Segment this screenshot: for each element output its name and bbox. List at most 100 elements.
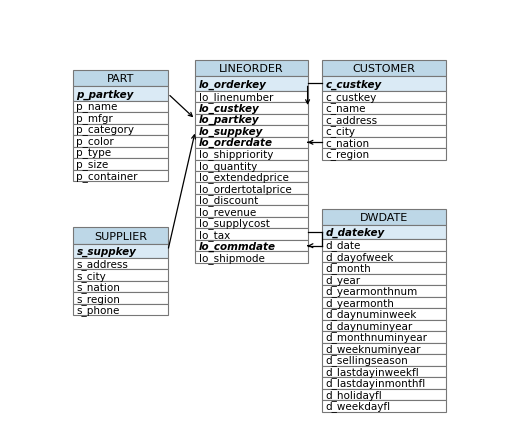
Bar — [322, 297, 446, 308]
Text: lo_supplycost: lo_supplycost — [199, 218, 269, 229]
Text: s_nation: s_nation — [77, 282, 120, 293]
Text: lo_orderkey: lo_orderkey — [199, 79, 266, 89]
Text: lo_tax: lo_tax — [199, 229, 230, 240]
Bar — [196, 218, 307, 229]
Text: lo_commdate: lo_commdate — [199, 241, 275, 251]
Bar — [196, 240, 307, 252]
Bar — [322, 226, 446, 240]
Text: d_holidayfl: d_holidayfl — [325, 389, 382, 400]
Bar — [73, 147, 168, 159]
Text: d_dayofweek: d_dayofweek — [325, 251, 394, 262]
Bar — [73, 270, 168, 281]
Bar — [322, 332, 446, 343]
Bar — [196, 229, 307, 240]
Bar — [73, 170, 168, 182]
Bar — [73, 124, 168, 136]
Text: DWDATE: DWDATE — [360, 212, 408, 223]
Bar — [322, 343, 446, 354]
Bar — [322, 378, 446, 389]
Text: c_region: c_region — [325, 149, 369, 160]
Text: s_phone: s_phone — [77, 304, 120, 315]
Text: lo_shipmode: lo_shipmode — [199, 252, 265, 263]
Bar — [322, 240, 446, 251]
Text: c_custkey: c_custkey — [325, 79, 382, 89]
Text: d_sellingseason: d_sellingseason — [325, 355, 408, 366]
Text: c_address: c_address — [325, 115, 377, 125]
Bar — [196, 206, 307, 218]
Bar — [322, 126, 446, 137]
Text: p_name: p_name — [77, 102, 118, 112]
Text: d_weekdayfl: d_weekdayfl — [325, 401, 391, 411]
Text: LINEORDER: LINEORDER — [219, 64, 284, 74]
Bar — [196, 126, 307, 137]
Text: lo_extendedprice: lo_extendedprice — [199, 172, 289, 183]
Text: CUSTOMER: CUSTOMER — [353, 64, 416, 74]
Text: d_year: d_year — [325, 275, 361, 285]
Bar — [322, 366, 446, 378]
Bar — [196, 183, 307, 194]
Bar — [322, 389, 446, 400]
Bar — [196, 252, 307, 263]
Bar — [73, 244, 168, 258]
Text: lo_discount: lo_discount — [199, 195, 258, 206]
Bar — [322, 320, 446, 332]
Text: lo_revenue: lo_revenue — [199, 206, 256, 217]
Text: lo_quantity: lo_quantity — [199, 160, 257, 171]
Bar — [73, 258, 168, 270]
Bar — [196, 194, 307, 206]
Text: lo_partkey: lo_partkey — [199, 115, 259, 125]
Text: s_region: s_region — [77, 293, 120, 304]
Bar — [196, 172, 307, 183]
Text: d_month: d_month — [325, 263, 371, 274]
Bar — [322, 274, 446, 286]
Text: PART: PART — [107, 74, 134, 84]
Bar — [73, 136, 168, 147]
Text: p_category: p_category — [77, 125, 135, 135]
Bar — [73, 228, 168, 244]
Bar — [322, 61, 446, 77]
Text: p_mfgr: p_mfgr — [77, 113, 113, 124]
Text: d_weeknuminyear: d_weeknuminyear — [325, 343, 421, 354]
Text: d_yearmonthnum: d_yearmonthnum — [325, 286, 418, 297]
Bar — [322, 286, 446, 297]
Bar — [322, 251, 446, 263]
Bar — [73, 71, 168, 87]
Text: p_type: p_type — [77, 148, 112, 158]
Text: p_partkey: p_partkey — [77, 89, 134, 99]
Text: p_container: p_container — [77, 170, 138, 181]
Bar — [322, 114, 446, 126]
Text: c_nation: c_nation — [325, 138, 369, 148]
Bar — [322, 209, 446, 226]
Bar — [322, 400, 446, 412]
Text: p_size: p_size — [77, 159, 109, 170]
Bar — [322, 308, 446, 320]
Text: d_monthnuminyear: d_monthnuminyear — [325, 332, 427, 343]
Text: lo_custkey: lo_custkey — [199, 103, 259, 114]
Bar — [73, 293, 168, 304]
Bar — [196, 114, 307, 126]
Bar — [73, 102, 168, 113]
Bar — [322, 263, 446, 274]
Text: lo_orderdate: lo_orderdate — [199, 138, 272, 148]
Text: s_suppkey: s_suppkey — [77, 246, 136, 256]
Text: d_yearmonth: d_yearmonth — [325, 297, 394, 308]
Bar — [73, 113, 168, 124]
Text: d_datekey: d_datekey — [325, 227, 385, 238]
Bar — [73, 304, 168, 316]
Bar — [196, 160, 307, 172]
Text: SUPPLIER: SUPPLIER — [94, 231, 147, 241]
Bar — [196, 61, 307, 77]
Text: d_lastdayinmonthfl: d_lastdayinmonthfl — [325, 378, 426, 389]
Bar — [196, 103, 307, 114]
Text: d_date: d_date — [325, 240, 361, 251]
Text: d_daynuminyear: d_daynuminyear — [325, 320, 412, 331]
Text: d_lastdayinweekfl: d_lastdayinweekfl — [325, 366, 419, 377]
Text: d_daynuminweek: d_daynuminweek — [325, 309, 417, 320]
Text: c_name: c_name — [325, 103, 366, 113]
Text: lo_ordertotalprice: lo_ordertotalprice — [199, 184, 291, 194]
Text: s_address: s_address — [77, 258, 129, 269]
Bar — [196, 148, 307, 160]
Text: lo_shippriority: lo_shippriority — [199, 149, 273, 160]
Text: s_city: s_city — [77, 270, 106, 281]
Bar — [322, 354, 446, 366]
